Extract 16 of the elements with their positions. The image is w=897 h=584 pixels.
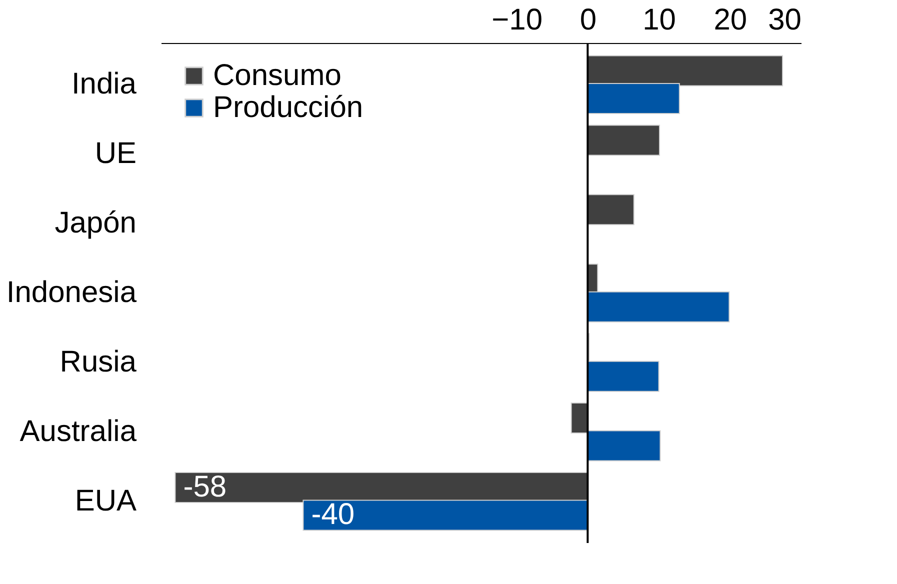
y-tick-label: India [71, 68, 137, 101]
y-tick-label: Indonesia [6, 276, 137, 309]
y-tick-label: EUA [74, 484, 136, 518]
legend-label: Producción [213, 91, 364, 124]
x-tick-label: 10 [642, 4, 676, 36]
x-tick-label: −10 [492, 4, 542, 36]
legend-label: Consumo [213, 59, 342, 92]
y-tick-label: Australia [20, 414, 137, 448]
data-label: -58 [183, 470, 227, 504]
y-tick-label: UE [94, 137, 136, 170]
data-label: -40 [311, 498, 355, 532]
x-tick-label: 0 [580, 4, 597, 36]
x-tick-label: 30 [768, 4, 802, 36]
y-tick-label: Japón [54, 206, 136, 240]
y-tick-label: Rusia [60, 345, 137, 378]
x-tick-label: 20 [714, 4, 748, 36]
